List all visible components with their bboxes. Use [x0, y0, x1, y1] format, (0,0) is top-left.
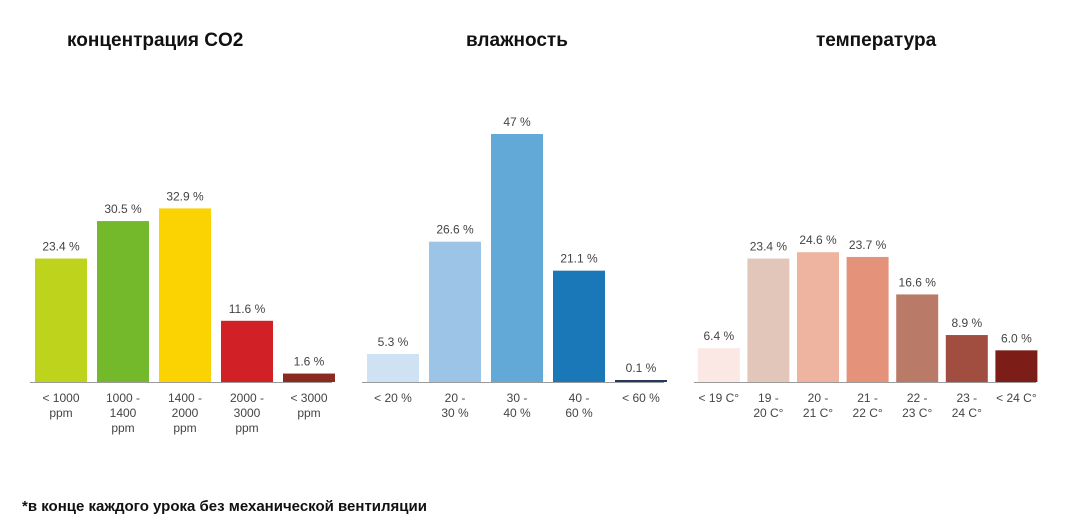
tick-label-line-temp-3-1: 22 C°	[853, 406, 883, 420]
chart-title-co2: концентрация CO2	[67, 30, 244, 51]
bar-temp-6	[995, 350, 1038, 382]
tick-label-temp-3: 21 -22 C°	[853, 391, 883, 420]
data-label-co2-4: 1.6 %	[294, 355, 325, 369]
data-label-co2-3: 11.6 %	[229, 302, 266, 316]
data-label-temp-4: 16.6 %	[899, 275, 937, 289]
tick-label-line-temp-1-1: 20 C°	[753, 406, 783, 420]
tick-label-co2-3: 2000 -3000 ppm	[230, 391, 264, 435]
chart-title-humidity: влажность	[466, 30, 568, 51]
tick-label-line-hum-3-0: 40 -	[569, 391, 590, 405]
tick-label-line-co2-2-0: 1400 -	[168, 391, 202, 405]
footnote: *в конце каждого урока без механической …	[22, 498, 427, 515]
bar-hum-2	[491, 134, 543, 382]
data-label-temp-5: 8.9 %	[951, 316, 982, 330]
chart-title-temperature: температура	[816, 30, 937, 51]
bar-hum-1	[429, 241, 481, 382]
tick-label-line-co2-1-2: ppm	[111, 421, 134, 435]
data-label-hum-3: 21.1 %	[560, 252, 598, 266]
data-label-hum-0: 5.3 %	[378, 335, 409, 349]
tick-label-line-hum-1-0: 20 -	[445, 391, 466, 405]
tick-label-co2-2: 1400 -2000 ppm	[168, 391, 202, 435]
bar-co2-0	[35, 258, 87, 382]
bar-co2-2	[159, 208, 211, 382]
tick-label-co2-1: 1000 -1400 ppm	[106, 391, 140, 435]
tick-label-line-hum-1-1: 30 %	[441, 406, 469, 420]
data-label-hum-4: 0.1 %	[626, 361, 657, 375]
tick-label-line-hum-4-0: < 60 %	[622, 391, 660, 405]
data-label-co2-1: 30.5 %	[104, 202, 142, 216]
bar-co2-1	[97, 221, 149, 382]
data-label-temp-6: 6.0 %	[1001, 331, 1032, 345]
tick-label-line-co2-0-1: ppm	[49, 406, 72, 420]
tick-label-line-temp-4-0: 22 -	[907, 391, 928, 405]
bar-co2-3	[221, 320, 273, 382]
tick-label-hum-2: 30 -40 %	[503, 391, 531, 420]
tick-label-line-hum-2-0: 30 -	[507, 391, 528, 405]
tick-label-line-temp-6-0: < 24 C°	[996, 391, 1037, 405]
bar-hum-3	[553, 270, 605, 382]
tick-label-line-temp-5-0: 23 -	[956, 391, 977, 405]
tick-label-line-co2-4-0: < 3000	[290, 391, 327, 405]
tick-label-line-hum-0-0: < 20 %	[374, 391, 412, 405]
data-label-temp-1: 23.4 %	[750, 240, 788, 254]
tick-label-temp-2: 20 -21 C°	[803, 391, 833, 420]
bar-hum-4	[615, 380, 667, 382]
tick-label-line-co2-4-1: ppm	[297, 406, 320, 420]
tick-label-hum-1: 20 -30 %	[441, 391, 469, 420]
tick-label-temp-6: < 24 C°	[996, 391, 1037, 405]
bar-co2-4	[283, 373, 335, 382]
tick-label-line-temp-2-1: 21 C°	[803, 406, 833, 420]
bar-temp-1	[747, 258, 790, 382]
tick-label-line-co2-3-0: 2000 -	[230, 391, 264, 405]
tick-label-line-hum-3-1: 60 %	[565, 406, 593, 420]
tick-label-line-temp-1-0: 19 -	[758, 391, 779, 405]
tick-label-line-temp-4-1: 23 C°	[902, 406, 932, 420]
tick-label-hum-3: 40 -60 %	[565, 391, 593, 420]
tick-label-line-co2-3-2: ppm	[235, 421, 258, 435]
data-label-co2-0: 23.4 %	[42, 240, 80, 254]
tick-label-temp-1: 19 -20 C°	[753, 391, 783, 420]
tick-label-line-co2-2-2: ppm	[173, 421, 196, 435]
tick-label-line-temp-2-0: 20 -	[808, 391, 829, 405]
tick-label-temp-5: 23 -24 C°	[952, 391, 982, 420]
data-label-temp-2: 24.6 %	[799, 233, 837, 247]
tick-label-line-co2-1-1: 1400	[110, 406, 137, 420]
data-label-co2-2: 32.9 %	[166, 189, 204, 203]
bar-temp-3	[846, 256, 889, 382]
tick-label-line-co2-2-1: 2000	[172, 406, 199, 420]
tick-label-line-hum-2-1: 40 %	[503, 406, 531, 420]
tick-label-line-co2-3-1: 3000	[234, 406, 261, 420]
tick-label-hum-4: < 60 %	[622, 391, 660, 405]
bar-temp-5	[945, 335, 988, 382]
tick-label-co2-0: < 1000 ppm	[42, 391, 79, 420]
tick-label-temp-4: 22 -23 C°	[902, 391, 932, 420]
tick-label-hum-0: < 20 %	[374, 391, 412, 405]
bar-temp-2	[797, 252, 839, 382]
tick-label-line-temp-5-1: 24 C°	[952, 406, 982, 420]
tick-label-line-co2-0-0: < 1000	[42, 391, 79, 405]
bar-temp-0	[697, 348, 740, 382]
bar-temp-4	[896, 294, 939, 382]
data-label-hum-1: 26.6 %	[436, 223, 474, 237]
data-label-temp-0: 6.4 %	[703, 329, 734, 343]
data-label-hum-2: 47 %	[503, 115, 531, 129]
tick-label-co2-4: < 3000 ppm	[290, 391, 327, 420]
data-label-temp-3: 23.7 %	[849, 238, 887, 252]
tick-label-temp-0: < 19 C°	[699, 391, 740, 405]
bar-hum-0	[367, 354, 419, 382]
tick-label-line-temp-0-0: < 19 C°	[699, 391, 740, 405]
tick-label-line-temp-3-0: 21 -	[857, 391, 878, 405]
tick-label-line-co2-1-0: 1000 -	[106, 391, 140, 405]
